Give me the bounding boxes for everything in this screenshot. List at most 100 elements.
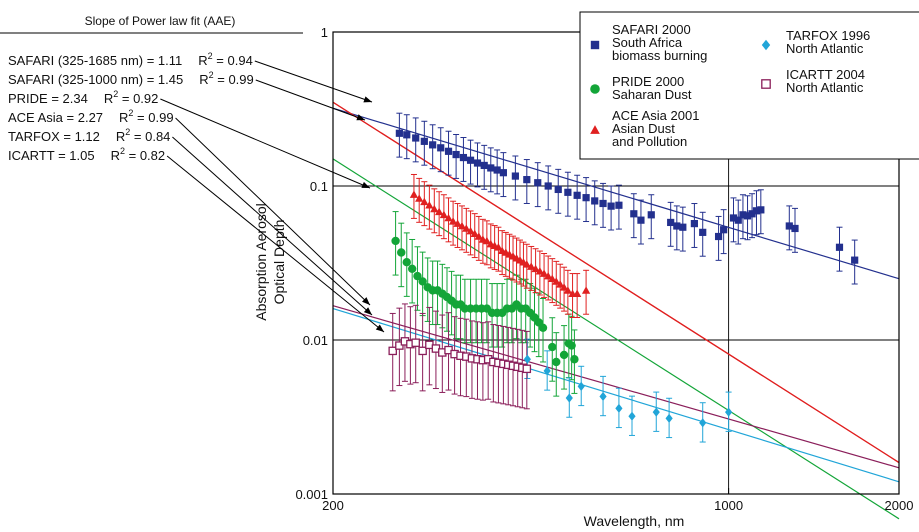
point-safari xyxy=(493,166,501,174)
point-safari xyxy=(499,169,507,177)
x-tick-label: 200 xyxy=(322,498,344,513)
point-ace xyxy=(563,286,573,294)
point-safari xyxy=(534,179,542,187)
point-safari xyxy=(720,226,728,234)
point-safari xyxy=(487,164,495,172)
point-ace xyxy=(531,264,540,273)
point-tarfox xyxy=(599,391,607,402)
annotation-title: Slope of Power law fit (AAE) xyxy=(85,14,236,28)
point-ace xyxy=(573,289,582,297)
fit-line-icartt xyxy=(332,305,900,469)
r2-superscript: 2 xyxy=(128,108,133,118)
annotation-arrow xyxy=(254,60,373,103)
point-pride xyxy=(538,323,548,333)
point-tarfox xyxy=(523,354,531,364)
annotation-arrow xyxy=(175,117,371,306)
point-safari xyxy=(734,216,742,224)
fit-annotation-r2: R2 = 0.94 xyxy=(198,51,253,68)
r2-value: = 0.99 xyxy=(214,72,254,87)
point-safari xyxy=(851,256,859,264)
point-safari xyxy=(420,137,428,145)
point-ace xyxy=(430,204,439,213)
point-ace xyxy=(420,197,429,206)
y-tick-label: 0.001 xyxy=(295,487,328,502)
point-tarfox xyxy=(615,403,623,413)
point-safari xyxy=(679,223,687,231)
point-safari xyxy=(511,172,519,180)
point-tarfox xyxy=(628,411,636,421)
y-axis-label: Absorption Aerosol Optical Depth xyxy=(253,203,287,321)
r2-superscript: 2 xyxy=(125,127,130,137)
x-axis-label: Wavelength, nm xyxy=(584,513,685,529)
legend-label-safari: South Africa xyxy=(612,35,683,50)
fit-annotation-r2: R2 = 0.99 xyxy=(199,70,254,87)
point-safari xyxy=(582,194,590,202)
fit-line-safari_1 xyxy=(332,107,900,280)
point-ace xyxy=(559,283,569,291)
point-safari xyxy=(630,210,638,218)
y-axis-label-line1: Absorption Aerosol xyxy=(253,203,269,321)
fit-line-ace_asia xyxy=(332,101,900,464)
point-ace xyxy=(415,194,424,202)
point-safari xyxy=(607,202,615,210)
annotation-arrowhead xyxy=(363,96,372,103)
point-safari xyxy=(714,232,723,241)
legend-label-pride: Saharan Dust xyxy=(612,87,692,102)
point-safari xyxy=(785,222,793,230)
point-tarfox xyxy=(577,381,585,391)
point-ace xyxy=(444,213,453,222)
r2-value: = 0.92 xyxy=(118,91,158,106)
data-points xyxy=(388,129,859,428)
r2-value: = 0.99 xyxy=(133,110,173,125)
point-ace xyxy=(556,280,565,288)
point-safari xyxy=(480,161,488,170)
point-safari xyxy=(739,211,747,219)
point-ace xyxy=(535,266,545,275)
point-pride xyxy=(402,258,411,267)
annotation-arrow xyxy=(166,155,385,333)
point-icartt xyxy=(418,346,427,356)
annotation-arrow xyxy=(255,79,366,121)
legend-label-tarfox: North Atlantic xyxy=(786,41,864,56)
point-pride xyxy=(570,355,579,364)
point-pride xyxy=(413,271,422,281)
point-ace xyxy=(425,201,434,209)
point-ace xyxy=(552,277,561,285)
annotation-arrow xyxy=(160,98,371,189)
point-tarfox xyxy=(725,407,733,417)
point-safari xyxy=(412,134,420,142)
legend-label-ace: and Pollution xyxy=(612,134,687,149)
point-safari xyxy=(752,207,761,215)
annotation-arrowhead xyxy=(362,297,370,305)
point-safari xyxy=(395,129,403,137)
point-ace xyxy=(470,229,479,238)
r2-value: = 0.84 xyxy=(130,129,170,144)
point-ace xyxy=(457,221,467,230)
y-axis-label-line2: Optical Depth xyxy=(271,220,287,305)
point-pride xyxy=(391,236,400,246)
r2-value: = 0.82 xyxy=(125,148,165,163)
point-tarfox xyxy=(699,418,707,428)
x-tick-label: 2000 xyxy=(885,498,914,513)
fit-annotation-text: SAFARI (325-1000 nm) = 1.45 xyxy=(8,72,183,87)
point-safari xyxy=(444,147,453,155)
legend-label-ace: Asian Dust xyxy=(612,121,675,136)
r2-superscript: 2 xyxy=(113,89,118,99)
point-ace xyxy=(466,226,475,235)
point-safari xyxy=(615,201,623,209)
r2-superscript: 2 xyxy=(209,70,214,80)
legend-marker-pride xyxy=(590,84,600,94)
annotation-arrowhead xyxy=(363,307,372,315)
fit-annotation-text: SAFARI (325-1685 nm) = 1.11 xyxy=(8,53,182,68)
r2-superscript: 2 xyxy=(208,51,213,61)
point-icartt xyxy=(388,346,397,356)
annotation-arrows xyxy=(160,60,385,333)
legend-label-safari: SAFARI 2000 xyxy=(612,22,691,37)
point-ace xyxy=(409,190,419,198)
point-safari xyxy=(835,243,844,251)
point-safari xyxy=(403,131,411,139)
point-safari xyxy=(637,216,645,224)
point-pride xyxy=(559,350,569,360)
